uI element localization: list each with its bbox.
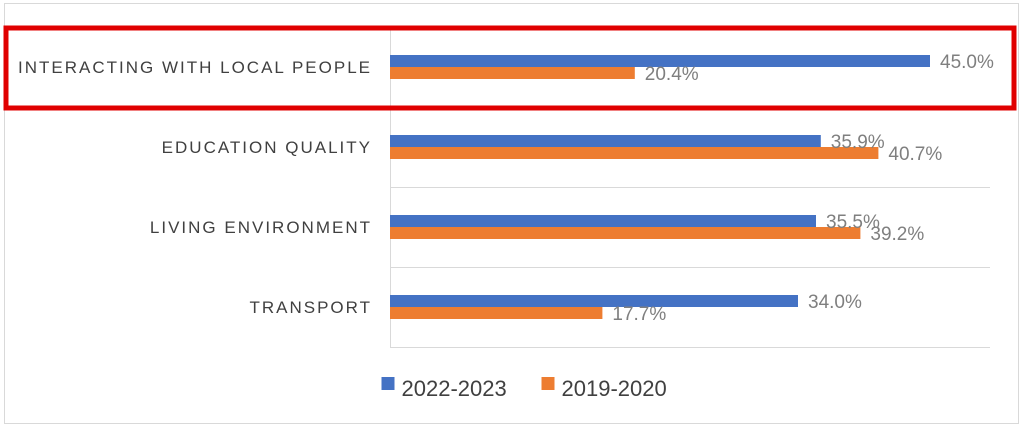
data-label-2022-2023-transport: 34.0% (808, 292, 862, 313)
legend-label-2019-2020: 2019-2020 (562, 376, 667, 401)
data-label-2019-2020-interacting-with-local-people: 20.4% (645, 64, 699, 85)
category-label-living-environment: LIVING ENVIRONMENT (150, 218, 372, 237)
legend-item-2019-2020: 2019-2020 (541, 376, 667, 401)
legend-swatch-2022-2023 (381, 377, 395, 390)
category-label-interacting-with-local-people: INTERACTING WITH LOCAL PEOPLE (18, 58, 372, 77)
bar-2019-2020-education-quality (390, 147, 879, 159)
data-label-2019-2020-living-environment: 39.2% (870, 224, 924, 245)
data-label-2022-2023-education-quality: 35.9% (831, 132, 885, 153)
data-label-2022-2023-living-environment: 35.5% (826, 212, 880, 233)
bar-2019-2020-interacting-with-local-people (390, 67, 635, 79)
category-label-education-quality: EDUCATION QUALITY (162, 138, 372, 157)
bar-layer (390, 55, 930, 319)
data-label-2022-2023-interacting-with-local-people: 45.0% (940, 52, 994, 73)
bar-2019-2020-living-environment (390, 227, 861, 239)
highlight-box (3, 25, 1017, 111)
bar-2019-2020-transport (390, 307, 603, 319)
bar-2022-2023-transport (390, 295, 798, 307)
legend-item-2022-2023: 2022-2023 (381, 376, 507, 401)
data-label-2019-2020-transport: 17.7% (612, 304, 666, 325)
bar-2022-2023-education-quality (390, 135, 821, 147)
highlight-layer (3, 25, 1017, 111)
legend-swatch-2019-2020 (541, 377, 555, 390)
legend: 2022-2023 2019-2020 (381, 376, 667, 401)
category-label-transport: TRANSPORT (249, 298, 372, 317)
bar-2022-2023-living-environment (390, 215, 816, 227)
label-layer: INTERACTING WITH LOCAL PEOPLE 45.0% 20.4% E… (18, 52, 994, 325)
bar-2022-2023-interacting-with-local-people (390, 55, 930, 67)
data-label-2019-2020-education-quality: 40.7% (888, 144, 942, 165)
legend-label-2022-2023: 2022-2023 (402, 376, 507, 401)
